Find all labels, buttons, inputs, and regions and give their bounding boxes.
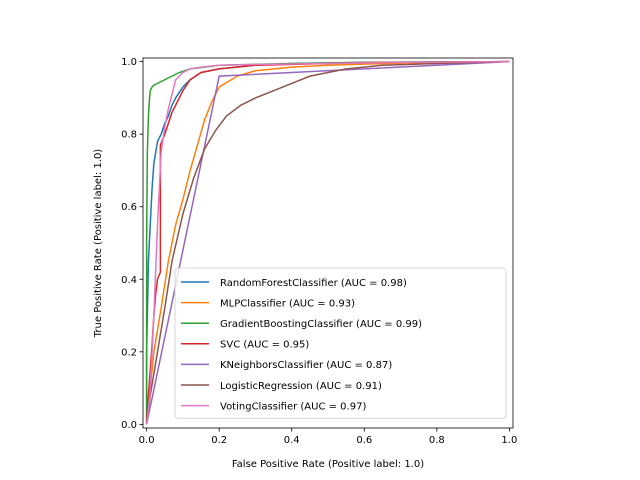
y-axis-label: True Positive Rate (Positive label: 1.0) xyxy=(93,149,104,339)
series-line-4 xyxy=(145,60,510,425)
x-tick-label: 0.0 xyxy=(139,435,155,446)
x-tick-label: 0.4 xyxy=(284,435,300,446)
x-tick-label: 0.2 xyxy=(211,435,227,446)
y-tick-label: 0.0 xyxy=(121,420,137,431)
legend-entry-label: SVC (AUC = 0.95) xyxy=(220,340,309,351)
y-axis-ticks: 0.0 0.2 0.4 0.6 0.8 1.0 xyxy=(121,57,143,431)
y-tick-label: 0.2 xyxy=(121,347,137,358)
y-tick-label: 0.4 xyxy=(121,275,137,286)
legend-entry-label: LogisticRegression (AUC = 0.91) xyxy=(220,381,382,392)
series-line-1 xyxy=(145,60,510,425)
legend-box xyxy=(174,267,507,419)
plot-curves xyxy=(145,60,510,425)
legend-entry-label: VotingClassifier (AUC = 0.97) xyxy=(220,401,366,412)
legend-entry-label: RandomForestClassifier (AUC = 0.98) xyxy=(220,278,407,289)
y-tick-label: 0.6 xyxy=(121,202,137,213)
legend-entry-label: MLPClassifier (AUC = 0.93) xyxy=(220,298,355,309)
x-tick-label: 1.0 xyxy=(501,435,517,446)
series-line-5 xyxy=(145,60,510,425)
y-tick-label: 1.0 xyxy=(121,57,137,68)
axes-frame xyxy=(142,57,514,429)
x-axis-label: False Positive Rate (Positive label: 1.0… xyxy=(232,459,424,470)
legend-entry-label: KNeighborsClassifier (AUC = 0.87) xyxy=(220,360,392,371)
legend: RandomForestClassifier (AUC = 0.98) MLPCl… xyxy=(174,267,507,419)
x-tick-label: 0.6 xyxy=(356,435,372,446)
x-axis-ticks: 0.0 0.2 0.4 0.6 0.8 1.0 xyxy=(139,428,517,446)
x-tick-label: 0.8 xyxy=(429,435,445,446)
series-line-6 xyxy=(145,60,510,425)
y-tick-label: 0.8 xyxy=(121,130,137,141)
legend-entry-label: GradientBoostingClassifier (AUC = 0.99) xyxy=(220,319,422,330)
